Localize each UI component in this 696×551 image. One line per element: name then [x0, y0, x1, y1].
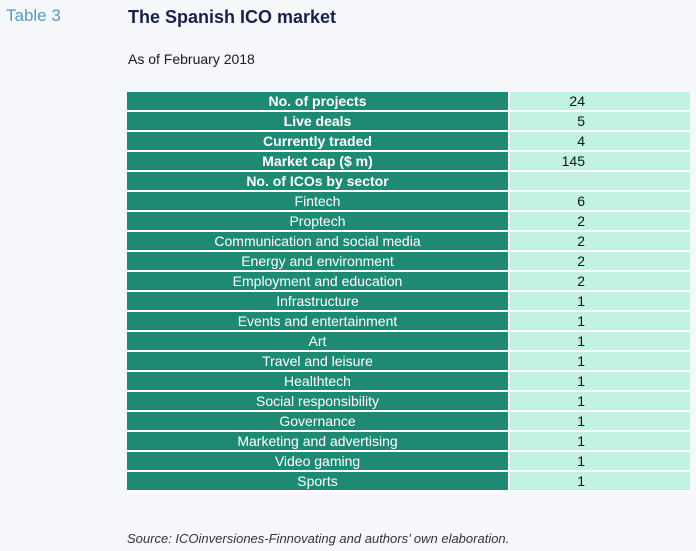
row-value: 4 — [577, 133, 585, 149]
table-row: No. of ICOs by sector — [127, 171, 690, 192]
table-row: Fintech 6 — [127, 191, 690, 212]
row-value-cell: 1 — [509, 391, 690, 412]
row-value: 2 — [577, 233, 585, 249]
row-value-cell: 1 — [509, 451, 690, 472]
table-row: Communication and social media 2 — [127, 231, 690, 252]
row-value-cell: 1 — [509, 431, 690, 452]
table-row: Sports 1 — [127, 471, 690, 492]
row-value: 6 — [577, 193, 585, 209]
table-row: Video gaming 1 — [127, 451, 690, 472]
row-value-cell: 1 — [509, 371, 690, 392]
table-row: Healthtech 1 — [127, 371, 690, 392]
row-value: 1 — [577, 373, 585, 389]
row-value: 2 — [577, 213, 585, 229]
table-row: Proptech 2 — [127, 211, 690, 232]
row-value: 2 — [577, 253, 585, 269]
row-label: Healthtech — [127, 371, 510, 392]
row-value: 1 — [577, 313, 585, 329]
table-row: Social responsibility 1 — [127, 391, 690, 412]
row-label: Social responsibility — [127, 391, 510, 412]
row-label: No. of projects — [127, 92, 510, 112]
row-value: 145 — [561, 153, 585, 169]
row-value-cell: 1 — [509, 311, 690, 332]
row-value: 1 — [577, 393, 585, 409]
row-value-cell: 6 — [509, 191, 690, 212]
source-note: Source: ICOinversiones-Finnovating and a… — [127, 531, 510, 546]
row-value-cell: 2 — [509, 231, 690, 252]
row-value: 1 — [577, 453, 585, 469]
table-row: No. of projects 24 — [127, 92, 690, 112]
row-label: Governance — [127, 411, 510, 432]
row-label: Fintech — [127, 191, 510, 212]
row-label: Live deals — [127, 111, 510, 132]
table-title: The Spanish ICO market — [128, 7, 337, 27]
row-value: 1 — [577, 293, 585, 309]
row-value: 1 — [577, 353, 585, 369]
table-row: Currently traded 4 — [127, 131, 690, 152]
row-value: 1 — [577, 473, 585, 489]
row-value: 1 — [577, 413, 585, 429]
row-value-cell — [509, 171, 690, 192]
row-label: Art — [127, 331, 510, 352]
row-value-cell: 2 — [509, 271, 690, 292]
row-label: Currently traded — [127, 131, 510, 152]
row-value-cell: 4 — [509, 131, 690, 152]
table-row: Infrastructure 1 — [127, 291, 690, 312]
row-value: 1 — [577, 433, 585, 449]
row-value: 2 — [577, 273, 585, 289]
row-value-cell: 5 — [509, 111, 690, 132]
row-label: Market cap ($ m) — [127, 151, 510, 172]
row-value: 1 — [577, 333, 585, 349]
row-label: Marketing and advertising — [127, 431, 510, 452]
row-value-cell: 145 — [509, 151, 690, 172]
table-row: Marketing and advertising 1 — [127, 431, 690, 452]
table-body: No. of projects 24 Live deals 5 Currently tr… — [127, 92, 690, 492]
table-row: Live deals 5 — [127, 111, 690, 132]
row-value-cell: 1 — [509, 331, 690, 352]
row-value-cell: 1 — [509, 291, 690, 312]
table-number-label: Table 3 — [6, 6, 61, 25]
row-value-cell: 2 — [509, 251, 690, 272]
table-subtitle: As of February 2018 — [128, 51, 255, 67]
table-row: Market cap ($ m) 145 — [127, 151, 690, 172]
row-label: Employment and education — [127, 271, 510, 292]
row-label: Proptech — [127, 211, 510, 232]
table-row: Employment and education 2 — [127, 271, 690, 292]
row-value-cell: 1 — [509, 411, 690, 432]
table-row: Art 1 — [127, 331, 690, 352]
table-row: Travel and leisure 1 — [127, 351, 690, 372]
row-label: Events and entertainment — [127, 311, 510, 332]
table-row: Energy and environment 2 — [127, 251, 690, 272]
row-label: Video gaming — [127, 451, 510, 472]
table-row: Events and entertainment 1 — [127, 311, 690, 332]
table-row: Governance 1 — [127, 411, 690, 432]
row-value: 5 — [577, 113, 585, 129]
row-value-cell: 1 — [509, 351, 690, 372]
row-value-cell: 24 — [509, 92, 690, 112]
row-value-cell: 1 — [509, 471, 690, 492]
row-value-cell: 2 — [509, 211, 690, 232]
row-label: Communication and social media — [127, 231, 510, 252]
row-label: Energy and environment — [127, 251, 510, 272]
row-label: No. of ICOs by sector — [127, 171, 510, 192]
row-label: Sports — [127, 471, 510, 492]
row-value: 24 — [569, 93, 585, 109]
row-label: Travel and leisure — [127, 351, 510, 372]
row-label: Infrastructure — [127, 291, 510, 312]
ico-market-table: No. of projects 24 Live deals 5 Currently tr… — [127, 92, 690, 492]
